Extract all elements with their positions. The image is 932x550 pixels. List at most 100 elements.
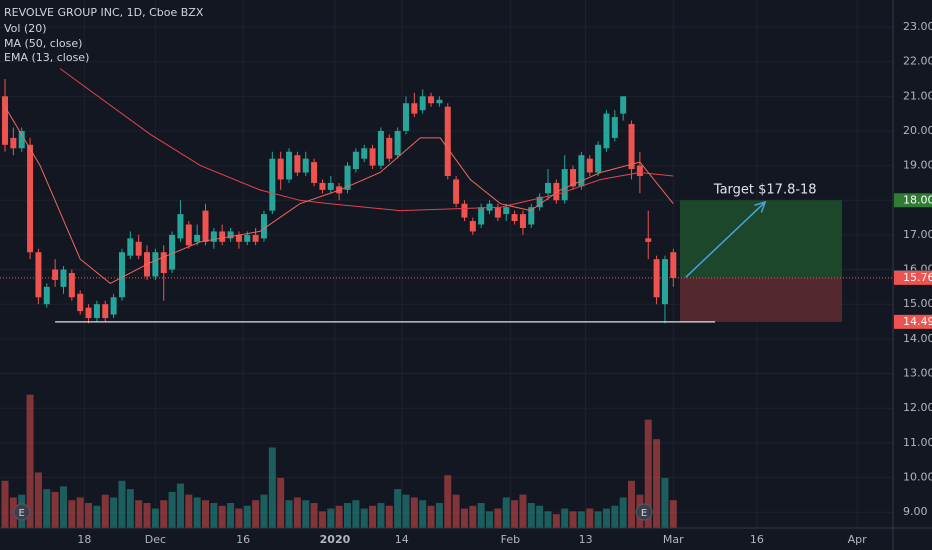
x-tick-label: 14 [395, 533, 409, 546]
candle-body [536, 196, 543, 208]
y-tick-label: 20.00 [903, 124, 932, 137]
candle-body [586, 158, 593, 173]
candle-body [361, 148, 368, 159]
volume-bar [310, 503, 318, 528]
candle-body [553, 182, 560, 201]
candle-body [319, 182, 326, 190]
volume-bar [43, 489, 51, 528]
candle-body [636, 165, 643, 176]
candle-body [394, 130, 401, 156]
arrow [685, 201, 766, 278]
volume-bar [577, 511, 585, 528]
volume-bar [110, 497, 118, 528]
y-tick-label: 10.00 [903, 470, 932, 483]
volume-bar [93, 505, 101, 528]
price-label-bg [894, 193, 932, 208]
candle-body [402, 103, 409, 131]
candle-body [2, 96, 9, 145]
candle-body [152, 252, 159, 277]
candle-body [68, 273, 75, 298]
volume-bar [594, 511, 602, 528]
volume-bar [26, 394, 34, 528]
candle-body [570, 169, 577, 187]
candle-body [494, 207, 501, 218]
y-tick-label: 22.00 [903, 55, 932, 68]
candle-body [620, 96, 627, 114]
volume-bar [561, 508, 569, 528]
volume-bar [586, 508, 594, 528]
volume-bar [193, 497, 201, 528]
x-tick-label: 13 [579, 533, 593, 546]
volume-bar [360, 508, 368, 528]
volume-bar [619, 497, 627, 528]
volume-bar [460, 508, 468, 528]
volume-bar [252, 500, 260, 528]
candle-body [43, 286, 50, 305]
volume-bar [602, 508, 610, 528]
candle-body [519, 214, 526, 228]
candle-body [102, 304, 109, 319]
candle-body [444, 106, 451, 176]
volume-bar [285, 500, 293, 528]
legend-ema: EMA (13, close) [4, 51, 89, 64]
chart-title: REVOLVE GROUP INC, 1D, Cboe BZX [4, 6, 204, 19]
volume-bar [644, 419, 652, 528]
volume-bar [385, 505, 393, 528]
candle-body [436, 99, 443, 104]
volume-bar [302, 500, 310, 528]
volume-bar [176, 483, 184, 528]
candle-body [544, 182, 551, 194]
candle-body [210, 231, 217, 242]
volume-bar [168, 491, 176, 528]
candle-body [369, 148, 376, 166]
y-tick-label: 17.00 [903, 228, 932, 241]
x-tick-label: 16 [750, 533, 764, 546]
volume-bar [327, 508, 335, 528]
target-zone [679, 200, 843, 278]
volume-bar [335, 505, 343, 528]
earnings-label: E [19, 508, 25, 519]
candle-body [377, 130, 384, 166]
volume-bar [628, 480, 636, 528]
volume-bar [34, 472, 42, 528]
price-label-bg [894, 270, 932, 285]
volume-bar [477, 503, 485, 528]
volume-bar [653, 439, 661, 528]
volume-bar [201, 500, 209, 528]
volume-bar [118, 480, 126, 528]
volume-bar [243, 505, 251, 528]
candle-body [528, 207, 535, 225]
volume-bar [402, 494, 410, 528]
volume-bar [502, 497, 510, 528]
candle-body [27, 144, 34, 253]
candle-body [18, 130, 25, 149]
candle-body [386, 137, 393, 159]
candle-body [428, 96, 435, 104]
volume-bar [344, 503, 352, 528]
candle-body [453, 179, 460, 204]
volume-bar [486, 511, 494, 528]
candle-body [219, 231, 226, 242]
earnings-marker [13, 503, 31, 521]
volume-bar [419, 500, 427, 528]
candle-body [411, 103, 418, 114]
candle-body [628, 124, 635, 170]
candle-body [35, 252, 42, 298]
volume-bar [277, 478, 285, 528]
candle-body [352, 151, 359, 170]
volume-bar [394, 489, 402, 528]
volume-bar [76, 497, 84, 528]
candle-body [503, 207, 510, 215]
candle-body [110, 297, 117, 315]
candle-body [661, 259, 668, 305]
candle-body [127, 238, 134, 256]
candle-body [77, 293, 84, 312]
volume-bar [452, 494, 460, 528]
volume-bar [369, 505, 377, 528]
candle-body [252, 234, 259, 242]
candle-body [645, 238, 652, 242]
candle-body [93, 304, 100, 319]
volume-bar [85, 503, 93, 528]
candle-body [52, 269, 59, 280]
